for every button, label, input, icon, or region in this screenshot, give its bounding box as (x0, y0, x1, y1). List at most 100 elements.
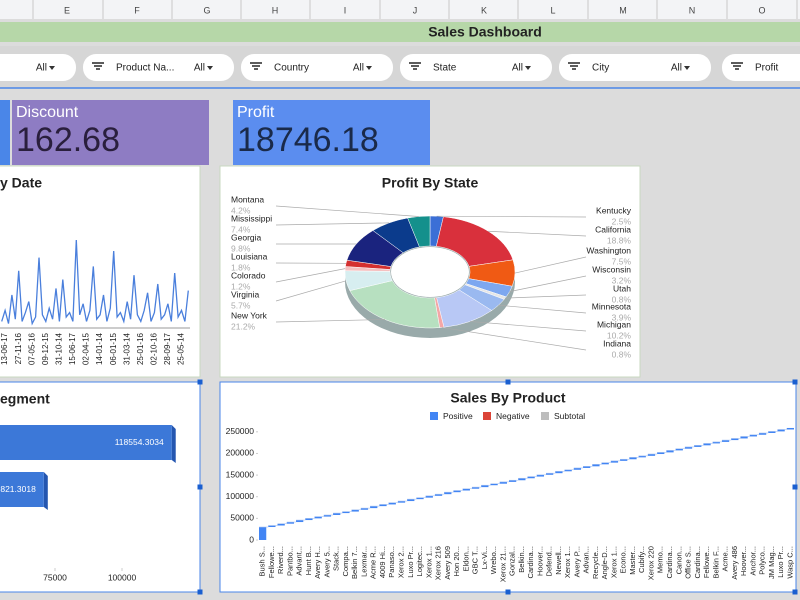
waterfall-bar (323, 514, 332, 517)
x-tick-label: Belkin F... (711, 546, 720, 579)
selection-handle (197, 484, 203, 490)
pie-label: Washington (586, 245, 631, 255)
x-tick-label: Hunt B... (304, 546, 313, 575)
column-letter: H (272, 5, 279, 15)
x-tick-label: Fellowe... (702, 546, 711, 578)
x-tick-label: Defend... (545, 546, 554, 576)
leader-line (441, 327, 587, 351)
kpi-name: Profit (237, 104, 275, 121)
waterfall-bar (536, 474, 545, 477)
dropdown-caret (525, 66, 531, 70)
selection-handle (197, 589, 203, 595)
chart-panel (0, 165, 201, 378)
waterfall-bar (296, 520, 304, 523)
leader-line (436, 215, 587, 218)
legend-swatch (541, 412, 549, 420)
waterfall-bar (694, 445, 702, 447)
legend-swatch (483, 412, 491, 420)
x-tick-label: JM Mag... (767, 546, 776, 579)
x-tick-label: Advant... (295, 546, 304, 576)
x-tick-label: Canon... (674, 546, 683, 574)
x-tick-label: Xerox 1... (609, 546, 618, 578)
waterfall-bar (305, 518, 313, 521)
leader-line (488, 230, 587, 237)
pie-label: Minnesota (592, 301, 631, 311)
waterfall-bar (768, 431, 776, 433)
x-tick-label: 28-09-17 (163, 332, 172, 365)
x-tick-label: Cardina... (693, 546, 702, 579)
pie-value-label: 9.8% (231, 243, 251, 253)
waterfall-bar (592, 464, 600, 467)
y-tick-label: 200000 (226, 448, 255, 458)
waterfall-bar (342, 511, 350, 514)
filter-chip (559, 54, 711, 81)
y-tick-label: 250000 (226, 426, 255, 436)
pie-label: Michigan (597, 319, 631, 329)
x-tick-label: 27-11-16 (14, 332, 23, 364)
waterfall-bar (546, 473, 554, 475)
waterfall-bar (379, 504, 387, 507)
filter-chip (400, 54, 552, 81)
pie-value-label: 10.2% (607, 330, 632, 340)
chart-title: y Date (0, 175, 42, 191)
x-tick-label: Pantbo... (285, 546, 294, 576)
x-tick-label: Avery H... (313, 546, 322, 579)
waterfall-bar (518, 478, 526, 481)
pie-value-label: 1.8% (231, 262, 251, 272)
x-tick-label: Xerox 1... (424, 546, 433, 578)
waterfall-bar (434, 494, 443, 496)
x-tick-label: Anchor... (748, 546, 757, 576)
filter-value: All (671, 63, 682, 74)
waterfall-bar (629, 457, 637, 460)
waterfall-bar (684, 446, 693, 449)
x-tick-label: Recycle... (591, 546, 600, 579)
x-tick-label: Cubify... (637, 546, 646, 573)
selection-handle (505, 589, 511, 595)
filter-chip (83, 54, 234, 81)
waterfall-bar (657, 452, 665, 455)
waterfall-bar (786, 427, 794, 430)
x-tick-label: Wasp C... (785, 546, 794, 579)
x-tick-label: Cardina... (526, 546, 535, 579)
legend-label: Positive (443, 411, 473, 421)
waterfall-bar (573, 467, 582, 470)
pie-label: Virginia (231, 289, 259, 299)
filter-name: State (433, 63, 457, 74)
filter-chip (0, 54, 76, 81)
pie-label: Wisconsin (592, 264, 631, 274)
pie-value-label: 0.8% (612, 349, 632, 359)
waterfall-bar (259, 527, 267, 540)
line-series (1, 239, 189, 326)
filter-name: Country (274, 63, 309, 74)
pie-value-label: 1.2% (231, 281, 251, 291)
leader-line (505, 294, 587, 299)
selection-handle (505, 379, 511, 385)
waterfall-bar (731, 438, 739, 441)
column-letter: K (481, 5, 487, 15)
column-letter: F (134, 5, 140, 15)
x-tick-label: Xerox 2... (396, 546, 405, 578)
waterfall-bar (397, 501, 406, 503)
pie-slice (407, 215, 431, 248)
column-letter: O (758, 5, 765, 15)
kpi-card (12, 100, 209, 165)
x-tick-label: 14-01-14 (95, 332, 104, 365)
waterfall-bar (277, 523, 285, 526)
x-tick-label: Riverd... (276, 546, 285, 574)
dropdown-caret (49, 66, 55, 70)
dropdown-caret (684, 66, 690, 70)
dashboard-title: Sales Dashboard (428, 24, 542, 40)
column-letter: L (550, 5, 555, 15)
waterfall-bar (333, 513, 341, 515)
x-tick-label: Xerox 216 (434, 546, 443, 580)
waterfall-bar (388, 502, 396, 505)
pie-value-label: 7.4% (231, 224, 251, 234)
waterfall-bar (527, 476, 535, 479)
kpi-card-partial (0, 100, 10, 165)
waterfall-bar (647, 454, 656, 456)
waterfall-bar (351, 509, 359, 512)
filter-value: All (36, 63, 47, 74)
waterfall-bar (675, 448, 683, 451)
filter-name: Product Na... (116, 63, 174, 74)
x-tick-label: Cardina... (665, 546, 674, 579)
